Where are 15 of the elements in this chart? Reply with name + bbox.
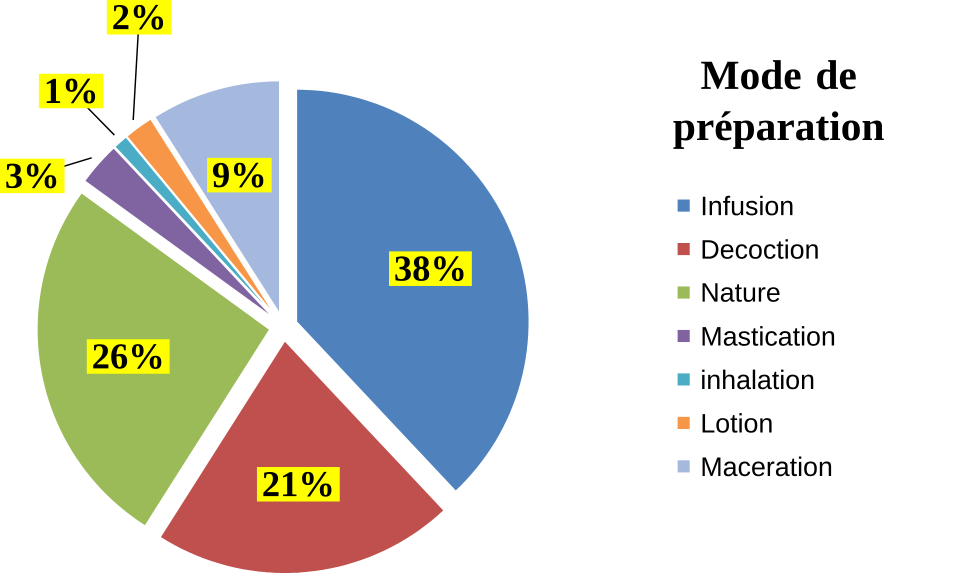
data-label: 38% xyxy=(395,256,464,282)
legend-label: Decoction xyxy=(702,239,818,259)
legend-label: Mastication xyxy=(702,326,834,346)
legend-label: Nature xyxy=(702,283,780,302)
legend-label: inhalation xyxy=(702,370,814,390)
legend-label: Lotion xyxy=(702,413,772,433)
legend-label: Maceration xyxy=(702,456,832,476)
data-label: 1% xyxy=(46,78,96,104)
text: Mode de préparation xyxy=(673,60,884,149)
legend-label: Infusion xyxy=(702,196,792,216)
data-label: 9% xyxy=(212,162,264,188)
data-label: 2% xyxy=(113,4,164,30)
data-label: 3% xyxy=(6,164,56,188)
data-label: 26% xyxy=(93,344,162,369)
data-label: 21% xyxy=(263,472,332,497)
